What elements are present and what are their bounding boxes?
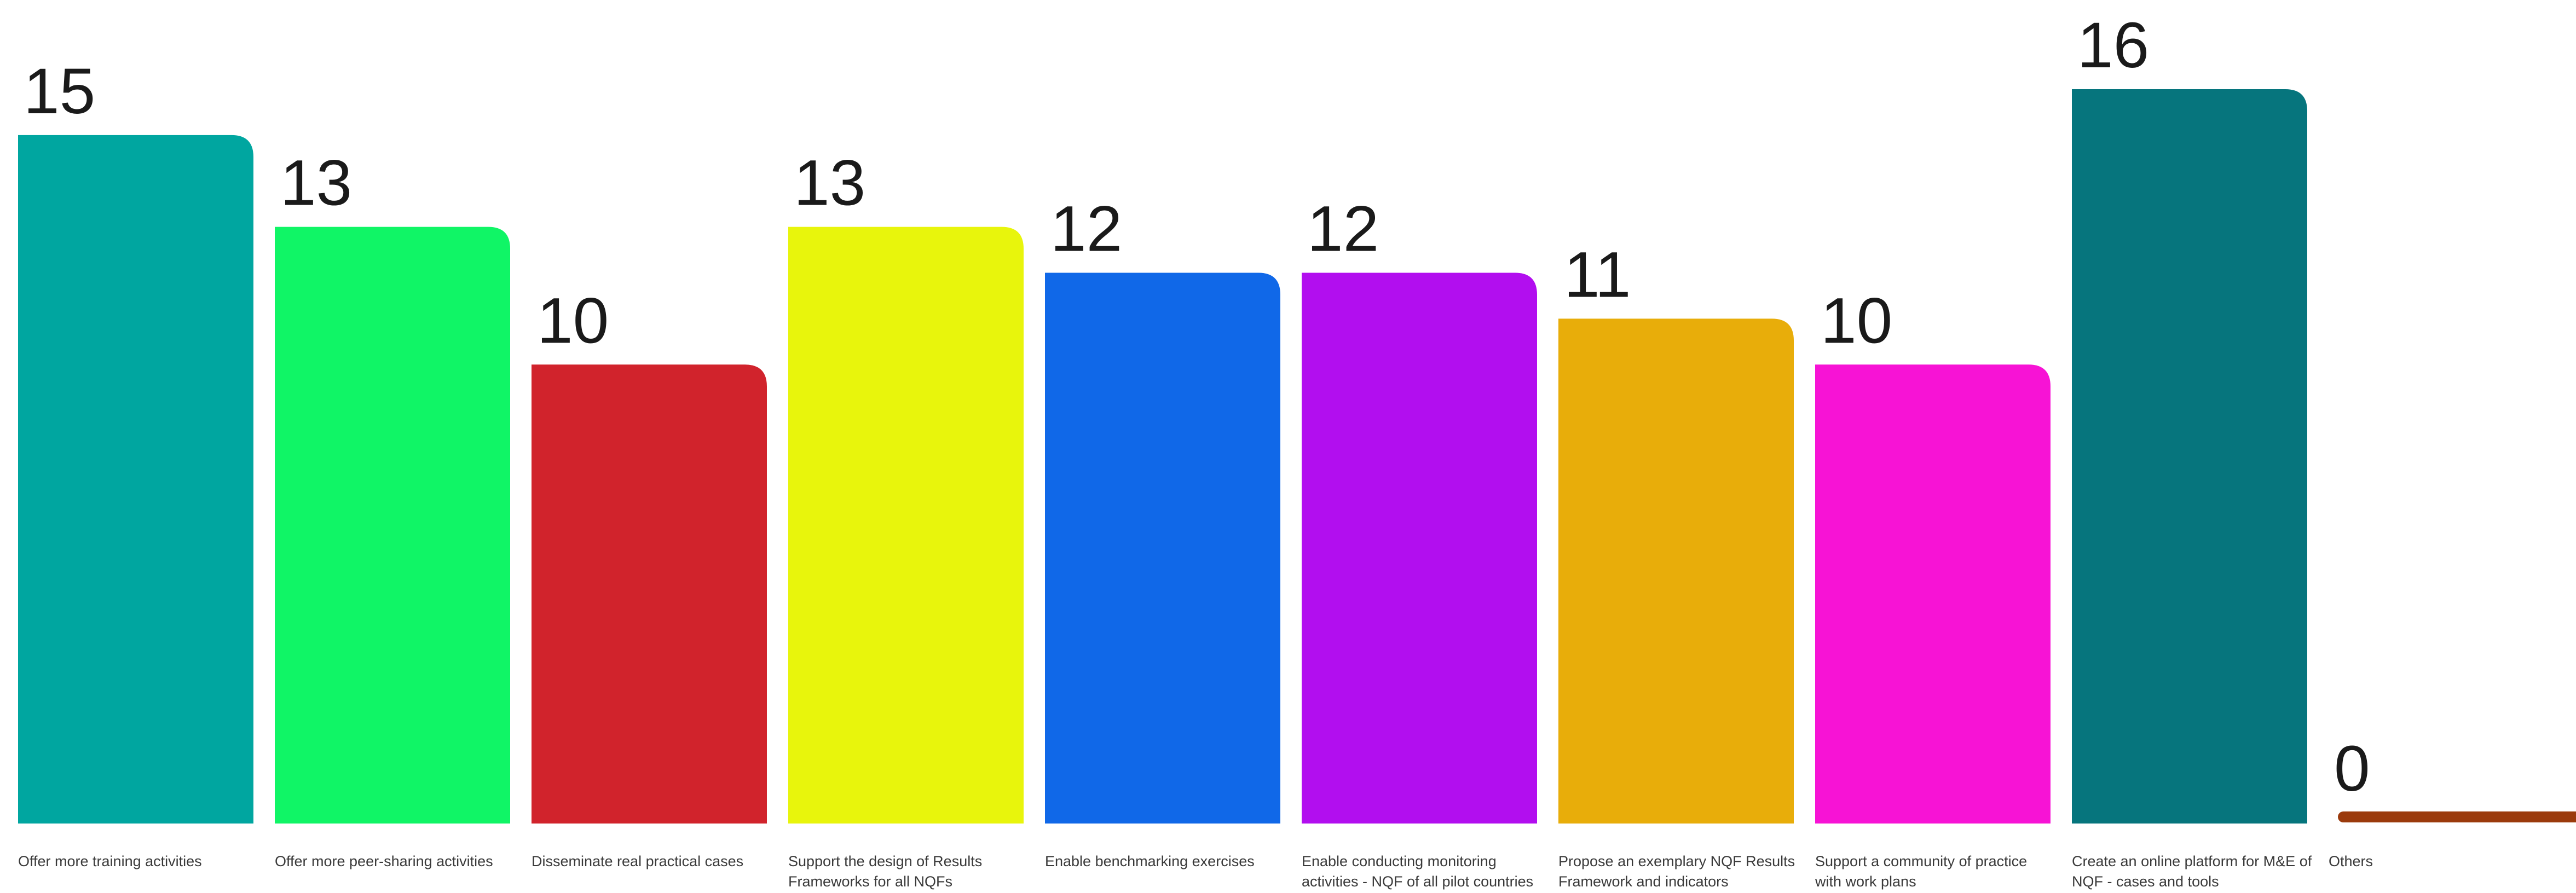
category-label-4: Support the design of Results Frameworks … (788, 853, 982, 890)
bar-10 (2338, 811, 2576, 822)
value-label-10: 0 (2334, 733, 2370, 805)
value-label-5: 12 (1050, 193, 1122, 265)
bar-8 (1815, 364, 2051, 824)
category-label-6: Enable conducting monitoring activities -… (1302, 853, 1533, 890)
category-label-10: Others (2329, 853, 2373, 869)
value-label-9: 16 (2077, 9, 2149, 82)
category-label-7: Propose an exemplary NQF Results Framewor… (1558, 853, 1795, 890)
bar-6 (1302, 272, 1537, 824)
category-labels-group: Offer more training activities Offer more… (18, 853, 2373, 890)
category-label-8: Support a community of practice with work… (1815, 853, 2027, 890)
bar-4 (788, 227, 1024, 824)
value-label-1: 15 (24, 55, 95, 127)
category-label-5: Enable benchmarking exercises (1045, 853, 1255, 869)
bar-5 (1045, 272, 1280, 824)
category-label-3: Disseminate real practical cases (532, 853, 743, 869)
value-label-4: 13 (794, 147, 865, 219)
bar-7 (1558, 318, 1794, 824)
bar-2 (275, 227, 510, 824)
value-label-2: 13 (280, 147, 352, 219)
bars-group (18, 89, 2576, 824)
bar-3 (532, 364, 767, 824)
category-label-1: Offer more training activities (18, 853, 202, 869)
value-label-3: 10 (537, 285, 609, 357)
value-labels-group: 15 13 10 13 12 12 11 10 16 0 (24, 9, 2370, 805)
category-label-2: Offer more peer-sharing activities (275, 853, 493, 869)
bar-9 (2072, 89, 2307, 824)
value-label-6: 12 (1307, 193, 1379, 265)
bar-1 (18, 135, 253, 824)
value-label-7: 11 (1564, 239, 1631, 311)
value-label-8: 10 (1821, 285, 1892, 357)
category-label-9: Create an online platform for M&E of NQF … (2072, 853, 2312, 890)
